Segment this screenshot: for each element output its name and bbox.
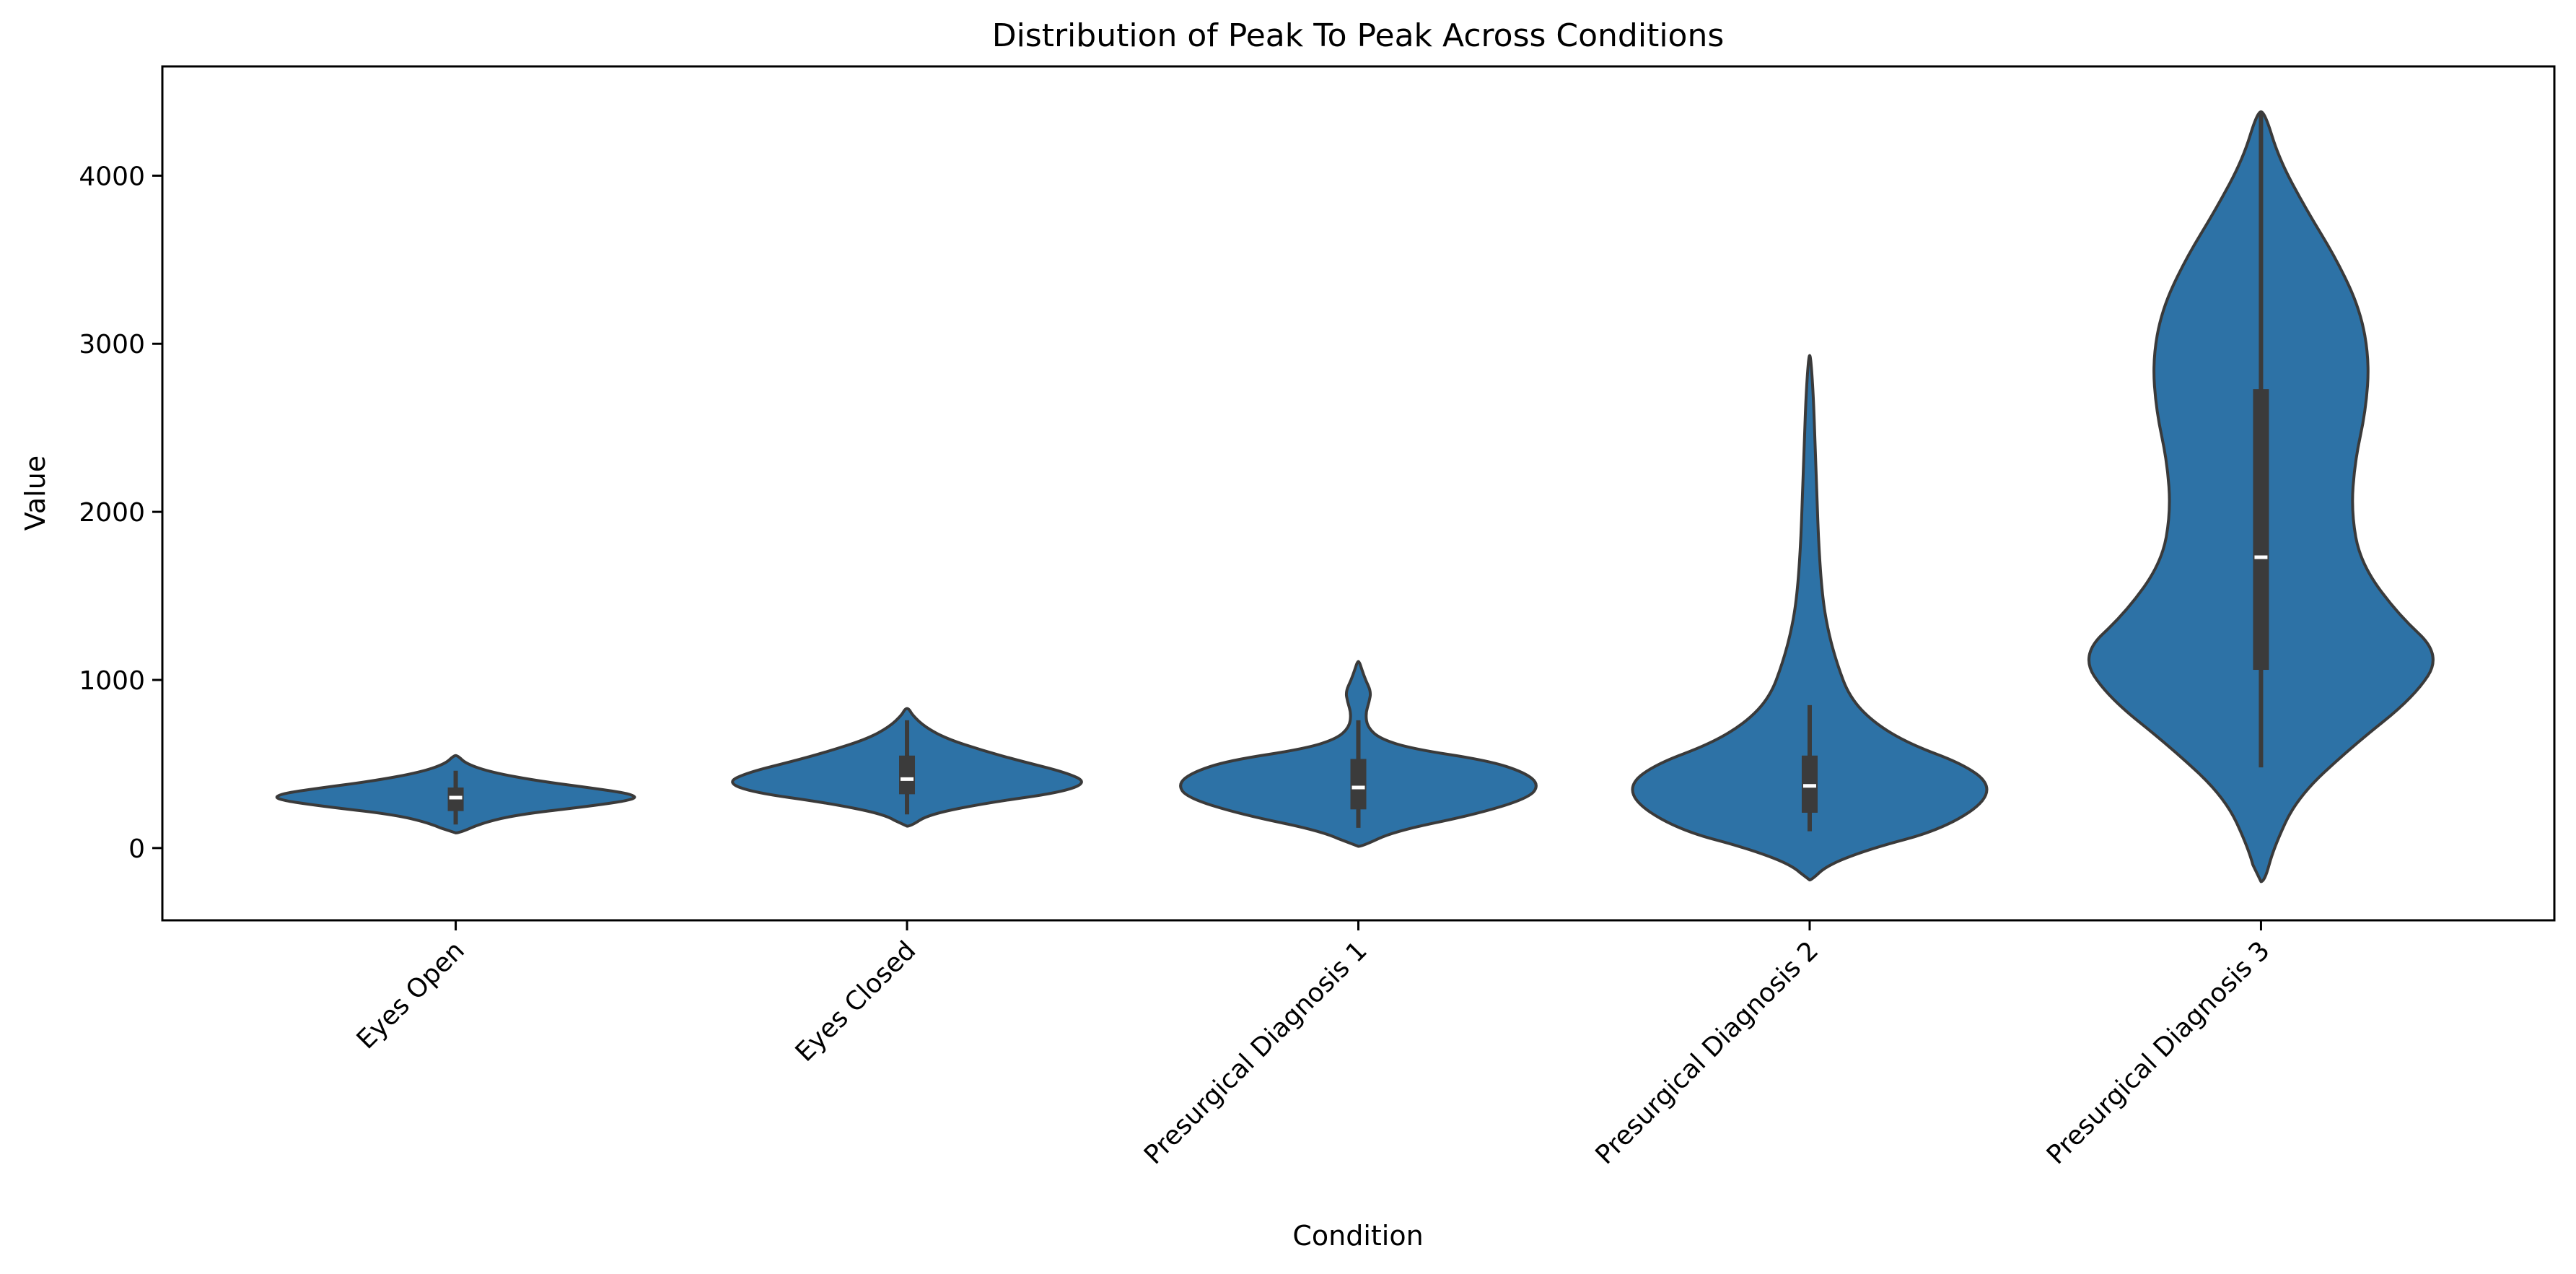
y-tick-label: 3000 <box>79 330 145 359</box>
y-axis-ticks: 0 1000 2000 3000 4000 <box>79 162 162 864</box>
violin-body <box>1631 354 1989 882</box>
y-tick-label: 2000 <box>79 498 145 528</box>
y-tick-label: 1000 <box>79 666 145 696</box>
y-tick-label: 4000 <box>79 162 145 191</box>
violin-iqr-box <box>1350 759 1367 810</box>
y-axis-label: Value <box>19 455 51 531</box>
violin-iqr-box <box>899 755 916 795</box>
violin-iqr-box <box>2253 389 2269 671</box>
y-tick-label: 0 <box>128 834 145 864</box>
plot-frame <box>161 65 2556 922</box>
chart-title: Distribution of Peak To Peak Across Cond… <box>992 17 1725 54</box>
violin-layer <box>275 110 2435 883</box>
x-axis-label: Condition <box>1292 1220 1423 1252</box>
